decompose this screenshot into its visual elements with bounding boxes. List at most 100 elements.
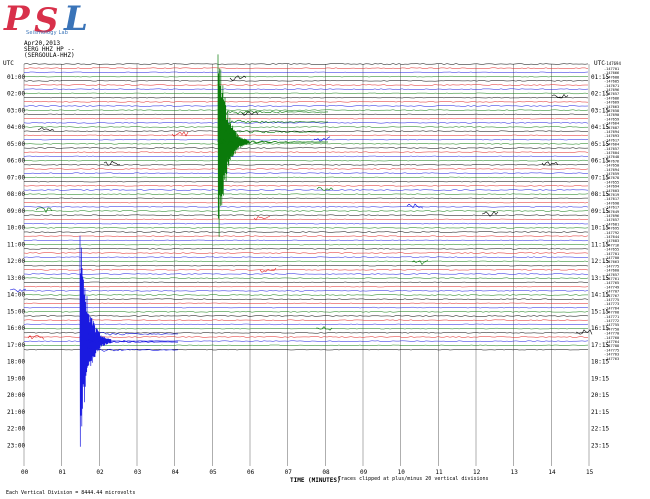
noise-burst: [316, 186, 334, 191]
left-hour-label: 17:00: [7, 342, 25, 349]
right-count-label: -147664: [604, 143, 619, 147]
right-count-label: -147676: [604, 159, 619, 163]
right-count-label: -147760: [604, 336, 619, 340]
right-hour-label: 05:15: [591, 141, 609, 148]
event-blue: [79, 235, 112, 447]
right-count-label: -147687: [604, 126, 619, 130]
right-hour-label: 21:15: [591, 409, 609, 416]
trace-line: [23, 306, 589, 309]
left-hour-label: 14:00: [7, 292, 25, 299]
noise-burst: [575, 329, 593, 335]
right-count-label: -147694: [604, 130, 619, 134]
trace-line: [23, 105, 589, 107]
right-count-label: -147767: [604, 294, 619, 298]
trace-line: [23, 248, 589, 250]
trace-line: [23, 143, 589, 145]
left-hour-label: 16:00: [7, 325, 25, 332]
right-count-label: -147683: [604, 239, 619, 243]
right-count-label: -147775: [604, 298, 619, 302]
right-count-label: -147657: [604, 273, 619, 277]
right-count-label: -147663: [604, 260, 619, 264]
left-hour-label: 02:00: [7, 91, 25, 98]
right-count-label: -147775: [604, 348, 619, 352]
right-count-label: -147649: [604, 210, 619, 214]
minute-tick-label: 09: [360, 469, 368, 476]
event-green-coda: [217, 128, 329, 135]
right-count-label: -147664: [604, 122, 619, 126]
trace-line: [24, 290, 589, 292]
left-hour-label: 23:00: [7, 442, 25, 449]
trace-line: [23, 96, 589, 99]
right-count-label: -147695: [604, 227, 619, 231]
right-count-label: -147617: [604, 206, 619, 210]
right-count-label: -147655: [604, 248, 619, 252]
logo-subtitle: Seismology Lab: [26, 30, 69, 36]
left-hour-label: 11:00: [7, 241, 25, 248]
event-green-coda: [217, 108, 328, 116]
right-count-label: -147688: [604, 75, 619, 79]
right-count-label: -147749: [604, 285, 619, 289]
trace-line: [23, 319, 589, 321]
noise-burst: [541, 161, 559, 166]
right-count-label: -147648: [604, 155, 619, 159]
right-hour-label: 06:15: [591, 158, 609, 165]
right-hour-label: 16:15: [591, 325, 609, 332]
noise-burst: [481, 210, 499, 217]
minute-tick-label: 14: [548, 469, 556, 476]
logo-letter-s: S: [34, 1, 59, 41]
right-count-label: -147707: [604, 290, 619, 294]
right-count-label: -147694: [604, 168, 619, 172]
trace-line: [23, 92, 589, 95]
trace-line: [24, 243, 589, 246]
left-hour-label: 06:00: [7, 158, 25, 165]
right-count-label: -147693: [604, 134, 619, 138]
trace-line: [23, 147, 589, 149]
trace-line: [23, 252, 589, 254]
right-count-label: -147701: [604, 252, 619, 256]
trace-line: [23, 84, 588, 86]
noise-burst: [229, 75, 247, 81]
right-count-label: -147750: [604, 327, 619, 331]
right-count-label: -147761: [604, 277, 619, 281]
right-count-label: -147700: [604, 256, 619, 260]
left-hour-label: 12:00: [7, 258, 25, 265]
trace-line: [23, 172, 589, 174]
logo-letter-p: P: [4, 0, 30, 39]
trace-line: [23, 67, 589, 69]
minute-tick-label: 15: [586, 469, 594, 476]
trace-line: [23, 176, 589, 179]
event-blue-coda: [79, 336, 178, 343]
left-hour-label: 18:00: [7, 359, 25, 366]
right-count-label: -147773: [604, 302, 619, 306]
right-count-label: -147659: [604, 117, 619, 121]
right-hour-label: 03:15: [591, 107, 609, 114]
axis-labels: 01:00 02:00 03:00 04:00 05:00 06:00 07:00 08:00…: [7, 67, 619, 484]
trace-line: [23, 269, 589, 271]
right-count-label: -147657: [604, 147, 619, 151]
left-hour-label: 04:00: [7, 124, 25, 131]
trace-line: [23, 281, 589, 284]
right-hour-label: 11:15: [591, 241, 609, 248]
noise-burst: [37, 127, 55, 132]
right-count-label: -147694: [604, 185, 619, 189]
trace-line: [23, 189, 589, 191]
trace-line: [23, 260, 589, 263]
trace-line: [24, 315, 589, 317]
minute-tick-label: 06: [247, 469, 255, 476]
minute-tick-label: 03: [134, 469, 142, 476]
trace-line: [23, 327, 589, 330]
right-hour-label: 09:15: [591, 208, 609, 215]
right-hour-label: 07:15: [591, 174, 609, 181]
noise-burst: [406, 203, 424, 209]
trace-line: [23, 227, 589, 229]
noise-burst: [253, 216, 271, 221]
left-hour-label: 21:00: [7, 409, 25, 416]
right-hour-label: 04:15: [591, 124, 609, 131]
left-hour-label: 15:00: [7, 308, 25, 315]
trace-line: [23, 113, 589, 116]
trace-line: [23, 197, 588, 200]
right-axis-title: UTC: [594, 60, 605, 67]
trace-line: [23, 311, 589, 313]
right-count-label: -147603: [604, 189, 619, 193]
